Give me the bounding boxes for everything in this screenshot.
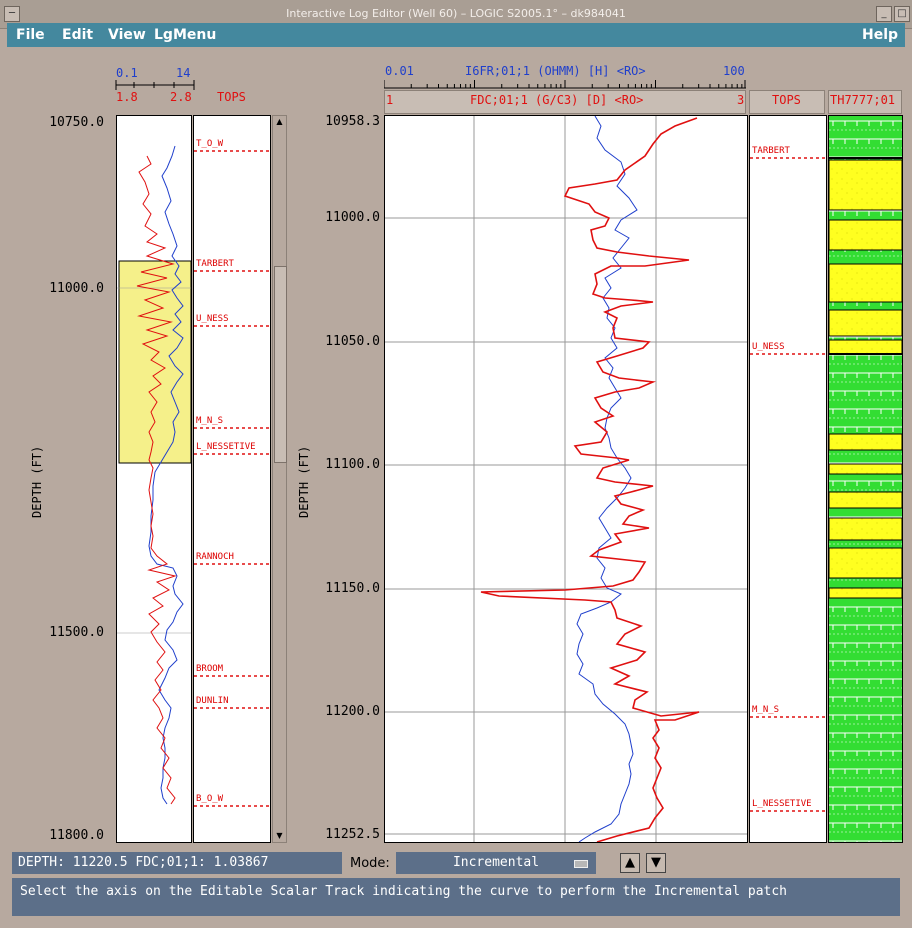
detail-depth-label: 11150.0 bbox=[325, 581, 380, 596]
depth-down-button[interactable]: ▼ bbox=[646, 853, 666, 873]
detail-red-scale-max: 3 bbox=[737, 93, 745, 107]
menu-help[interactable]: Help bbox=[862, 27, 899, 43]
overview-log-track[interactable] bbox=[116, 115, 192, 843]
overview-scale-ticks bbox=[115, 80, 195, 90]
overview-depth-label: 11000.0 bbox=[49, 281, 104, 296]
overview-red-scale-max: 2.8 bbox=[170, 90, 192, 104]
menu-view[interactable]: View bbox=[108, 27, 146, 43]
overview-top-label: B_O_W bbox=[196, 794, 224, 804]
mode-select-value: Incremental bbox=[452, 855, 540, 870]
detail-blue-scale-name: I6FR;01;1 (OHMM) [H] <RO> bbox=[465, 64, 646, 78]
detail-depth-label: 11100.0 bbox=[325, 457, 380, 472]
overview-axis-title: DEPTH (FT) bbox=[30, 445, 44, 518]
overview-scroll-thumb[interactable] bbox=[274, 266, 287, 463]
detail-depth-label: 11000.0 bbox=[325, 210, 380, 225]
detail-lith-header-box: TH7777;01 bbox=[828, 90, 902, 114]
menu-edit[interactable]: Edit bbox=[62, 27, 94, 43]
overview-top-label: TARBERT bbox=[196, 259, 234, 269]
detail-depth-label: 11200.0 bbox=[325, 704, 380, 719]
mode-label: Mode: bbox=[350, 856, 390, 871]
overview-blue-scale-min: 0.1 bbox=[116, 66, 138, 80]
menu-file[interactable]: File bbox=[16, 27, 45, 43]
detail-depth-label: 11050.0 bbox=[325, 334, 380, 349]
detail-axis-title: DEPTH (FT) bbox=[297, 445, 311, 518]
window-menu-button[interactable]: ─ bbox=[4, 6, 20, 22]
detail-editable-axis[interactable]: 1 FDC;01;1 (G/C3) [D] <RO> 3 bbox=[384, 90, 746, 114]
menu-lgmenu[interactable]: LgMenu bbox=[154, 27, 217, 43]
detail-top-label: TARBERT bbox=[752, 146, 790, 156]
overview-scrollbar[interactable]: ▲ ▼ bbox=[272, 115, 287, 843]
overview-top-label: RANNOCH bbox=[196, 552, 234, 562]
menu-bar: File Edit View LgMenu Help bbox=[7, 23, 905, 47]
mode-select[interactable]: Incremental bbox=[396, 852, 596, 874]
detail-red-scale-min: 1 bbox=[386, 93, 394, 107]
overview-tops-header: TOPS bbox=[217, 90, 246, 104]
overview-depth-label: 11500.0 bbox=[49, 625, 104, 640]
overview-depth-label: 11800.0 bbox=[49, 828, 104, 843]
detail-scale-ticks bbox=[384, 80, 746, 89]
detail-top-label: M_N_S bbox=[752, 705, 780, 715]
triangle-up-icon: ▲ bbox=[625, 855, 635, 870]
overview-top-label: BROOM bbox=[196, 664, 224, 674]
triangle-down-icon: ▼ bbox=[651, 855, 661, 870]
detail-red-scale-name: FDC;01;1 (G/C3) [D] <RO> bbox=[470, 93, 644, 107]
overview-top-label: L_NESSETIVE bbox=[196, 442, 256, 452]
overview-top-label: U_NESS bbox=[196, 314, 229, 324]
overview-blue-scale-max: 14 bbox=[176, 66, 191, 80]
detail-top-label: U_NESS bbox=[752, 342, 785, 352]
scroll-up-arrow-icon[interactable]: ▲ bbox=[276, 117, 283, 126]
overview-tops-track[interactable]: T_O_W TARBERT U_NESS M_N_S L_NESSETIVE R… bbox=[193, 115, 271, 843]
detail-tops-header: TOPS bbox=[772, 93, 801, 107]
lithology-track[interactable] bbox=[828, 115, 903, 843]
detail-tops-track[interactable]: TARBERT U_NESS M_N_S L_NESSETIVE bbox=[749, 115, 827, 843]
minimize-button[interactable]: _ bbox=[876, 6, 892, 22]
scroll-down-arrow-icon[interactable]: ▼ bbox=[276, 831, 283, 840]
option-menu-indicator-icon bbox=[574, 860, 588, 868]
detail-depth-label: 11252.5 bbox=[325, 827, 380, 842]
maximize-button[interactable]: □ bbox=[894, 6, 910, 22]
detail-depth-label: 10958.3 bbox=[325, 114, 380, 129]
overview-depth-label: 10750.0 bbox=[49, 115, 104, 130]
detail-top-label: L_NESSETIVE bbox=[752, 799, 812, 809]
overview-top-label: M_N_S bbox=[196, 416, 224, 426]
detail-blue-scale-max: 100 bbox=[723, 64, 745, 78]
detail-lith-header: TH7777;01 bbox=[830, 93, 896, 107]
detail-tops-header-box: TOPS bbox=[749, 90, 825, 114]
overview-top-label: T_O_W bbox=[196, 139, 224, 149]
depth-up-button[interactable]: ▲ bbox=[620, 853, 640, 873]
overview-red-scale-min: 1.8 bbox=[116, 90, 138, 104]
detail-log-track[interactable] bbox=[384, 115, 748, 843]
overview-top-label: DUNLIN bbox=[196, 696, 229, 706]
detail-blue-scale-min: 0.01 bbox=[385, 64, 414, 78]
status-readout: DEPTH: 11220.5 FDC;01;1: 1.03867 bbox=[12, 852, 342, 874]
window-title: Interactive Log Editor (Well 60) – LOGIC… bbox=[286, 7, 626, 20]
message-area: Select the axis on the Editable Scalar T… bbox=[12, 878, 900, 916]
